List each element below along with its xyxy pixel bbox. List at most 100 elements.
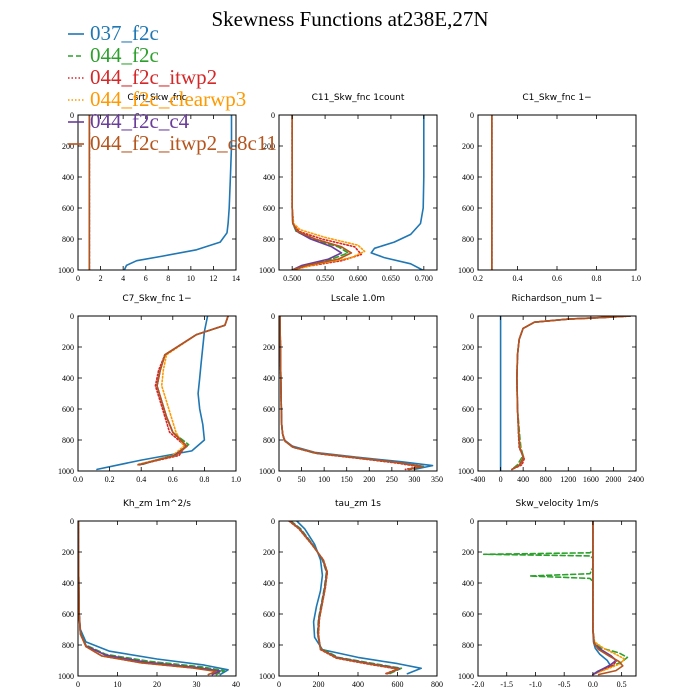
x-tick-label: 10 [114,680,122,689]
y-tick-label: 200 [263,548,275,557]
x-tick-label: 0.4 [513,274,523,283]
series-line-044-f2c-clearwp3 [289,521,401,675]
y-tick-label: 0 [271,111,275,120]
series-line-037-f2c [123,115,233,270]
x-tick-label: 0 [499,475,503,484]
panel-frame [278,114,438,271]
x-tick-label: 2400 [628,475,644,484]
panel-title: C7_Skw_fnc 1− [122,294,191,304]
x-tick-label: -1.0 [529,680,542,689]
y-tick-label: 600 [263,405,275,414]
x-tick-label: -1.5 [500,680,513,689]
series-line-044-f2c-clearwp3 [511,316,632,471]
series-line-044-f2c-itwp2-c8c11 [288,521,400,675]
x-tick-label: 200 [313,680,325,689]
x-tick-label: 200 [363,475,375,484]
series-line-044-f2c-itwp2 [279,316,420,471]
y-tick-label: 1000 [458,266,474,275]
legend-label: 044_f2c [90,43,159,67]
legend-item-044-f2c-clearwp3: 044_f2c_clearwp3 [68,87,246,111]
panel-series-group [499,316,632,471]
legend-item-044-f2c: 044_f2c [68,43,159,67]
series-line-037-f2c [96,316,209,471]
panel-series-group [279,316,434,471]
y-tick-label: 800 [62,235,74,244]
y-tick-label: 200 [462,142,474,151]
panel-9: Skw_velocity 1m/s -2.0 -1.5 -1.0 -0.5 0.0 0.5 0… [458,499,637,689]
figure-title: Skewness Functions at238E,27N [211,7,488,31]
x-tick-label: 2 [99,274,103,283]
y-tick-label: 800 [462,436,474,445]
y-tick-label: 400 [462,374,474,383]
series-line-037-f2c [295,521,423,675]
y-tick-label: 600 [263,204,275,213]
y-tick-label: 1000 [58,672,74,681]
panel-title: tau_zm 1s [335,499,381,509]
x-tick-label: 0.8 [592,274,602,283]
y-tick-label: 200 [62,548,74,557]
y-tick-label: 400 [62,374,74,383]
y-tick-label: 200 [462,548,474,557]
panel-1: Csrt_Skw_fnc 0 2 4 6 8 10 12 14 0 200 400 600 800 1000 [58,93,240,283]
panel-5: Lscale 1.0m 0 50 100 150 200 250 300 350 0 200 400 6… [259,294,443,484]
y-tick-label: 0 [470,111,474,120]
y-tick-label: 0 [470,517,474,526]
panel-title: Csrt_Skw_fnc [127,93,186,103]
y-tick-label: 800 [462,641,474,650]
panel-series-group [288,521,423,675]
x-tick-label: -2.0 [472,680,485,689]
x-tick-label: 12 [209,274,217,283]
y-tick-label: 400 [462,579,474,588]
x-tick-label: 0.550 [316,274,334,283]
x-tick-label: 150 [341,475,353,484]
legend-item-037-f2c: 037_f2c [68,21,159,45]
y-tick-label: 800 [462,235,474,244]
panel-3: C1_Skw_fnc 1− 0.2 0.4 0.6 0.8 1.0 0 200 400 600 80… [458,93,641,283]
panel-frame [278,520,438,677]
panel-title: Richardson_num 1− [512,294,603,304]
x-tick-label: 0.0 [588,680,598,689]
series-line-044-f2c [279,316,425,471]
panel-series-group [88,115,233,270]
y-tick-label: 600 [263,610,275,619]
x-tick-label: 40 [232,680,240,689]
series-line-044-f2c-c4 [78,521,221,676]
y-tick-label: 600 [462,405,474,414]
y-tick-label: 0 [271,517,275,526]
x-tick-label: 4 [121,274,125,283]
x-tick-label: 2000 [605,475,621,484]
legend-item-044-f2c-itwp2: 044_f2c_itwp2 [68,65,217,89]
panel-frame [77,114,237,271]
x-tick-label: 20 [153,680,161,689]
x-tick-label: 600 [392,680,404,689]
series-line-044-f2c-c4 [279,316,424,471]
x-tick-label: 10 [187,274,195,283]
y-tick-label: 1000 [458,672,474,681]
x-tick-label: 8 [166,274,170,283]
y-tick-label: 1000 [58,467,74,476]
panel-6: Richardson_num 1−-400 0 400 800 1200 1600 2000… [458,294,644,484]
series-line-044-f2c-itwp2-c8c11 [592,521,624,676]
panel-2: C11_Skw_fnc 1count 0.500 0.550 0.600 0.650 0.… [259,93,438,283]
y-tick-label: 1000 [259,672,275,681]
y-tick-label: 200 [462,343,474,352]
series-line-037-f2c [370,115,425,270]
x-tick-label: 250 [386,475,398,484]
y-tick-label: 400 [263,579,275,588]
y-tick-label: 800 [263,436,275,445]
y-tick-label: 400 [62,579,74,588]
legend-label: 044_f2c_itwp2 [90,65,217,89]
y-tick-label: 600 [462,610,474,619]
y-tick-label: 200 [62,343,74,352]
legend-label: 044_f2c_itwp2_c8c11 [90,131,277,155]
y-tick-label: 1000 [58,266,74,275]
panel-title: Kh_zm 1m^2/s [123,499,191,509]
panel-title: C1_Skw_fnc 1− [522,93,591,103]
x-tick-label: 0.8 [199,475,209,484]
x-tick-label: 1600 [583,475,599,484]
legend: 037_f2c044_f2c044_f2c_itwp2044_f2c_clear… [68,21,277,155]
y-tick-label: 600 [62,204,74,213]
series-line-044-f2c [290,521,403,675]
series-line-044-f2c [482,521,629,674]
